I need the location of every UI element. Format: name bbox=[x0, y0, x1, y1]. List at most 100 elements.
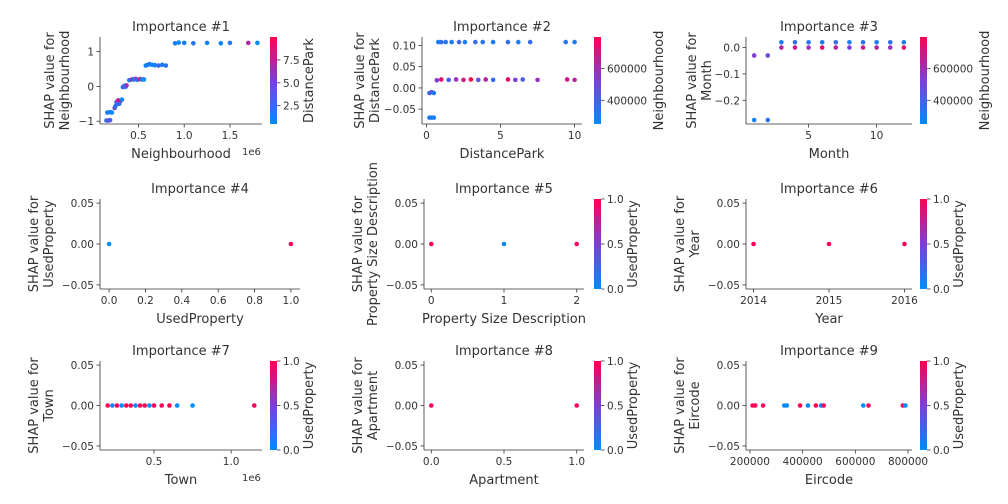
data-point bbox=[564, 77, 570, 82]
data-point bbox=[181, 40, 187, 46]
data-point bbox=[438, 39, 444, 45]
colorbar-tick-label: 2.5 bbox=[283, 101, 300, 113]
data-point bbox=[779, 39, 784, 45]
data-point bbox=[191, 40, 196, 46]
data-point bbox=[887, 45, 893, 50]
colorbar-tick-label: 0.0 bbox=[607, 445, 624, 457]
colorbar-tick-label: 1.0 bbox=[933, 194, 950, 206]
x-tick-label: 5 bbox=[497, 130, 504, 142]
colorbar bbox=[920, 37, 927, 124]
data-point bbox=[833, 39, 839, 45]
data-point bbox=[443, 39, 449, 45]
x-axis-label: Town bbox=[164, 473, 198, 488]
x-tick-label: 0.0 bbox=[423, 456, 440, 468]
data-point bbox=[288, 241, 294, 247]
colorbar-tick-label: 1.0 bbox=[283, 356, 300, 368]
y-tick-label: 0.00 bbox=[71, 401, 94, 413]
colorbar-label: UsedProperty bbox=[626, 361, 641, 449]
data-point bbox=[461, 77, 466, 83]
x-tick-label: 1.0 bbox=[568, 456, 585, 468]
data-point bbox=[163, 63, 169, 68]
y-tick-label: 0.05 bbox=[71, 198, 94, 210]
colorbar-tick-label: 600000 bbox=[607, 64, 647, 76]
x-tick-label: 2 bbox=[573, 295, 580, 307]
data-point bbox=[190, 403, 195, 408]
y-tick-label: 0.05 bbox=[395, 360, 418, 372]
y-tick-label: −0.05 bbox=[708, 441, 740, 453]
data-point bbox=[462, 39, 468, 45]
data-point bbox=[174, 403, 180, 408]
colorbar bbox=[270, 37, 277, 124]
data-point bbox=[473, 39, 478, 45]
data-point bbox=[449, 39, 454, 45]
x-tick-label: 1 bbox=[501, 295, 508, 307]
x-tick-label: 600000 bbox=[835, 456, 875, 468]
data-point bbox=[490, 77, 496, 83]
colorbar-tick-label: 0.0 bbox=[933, 445, 950, 457]
panel-title: Importance #6 bbox=[780, 182, 878, 197]
panel-8: Importance #8 0.0 0.5 1.0 −0.05 0.00 0.05 Apart… bbox=[351, 344, 641, 488]
x-offset-text: 1e6 bbox=[242, 147, 261, 158]
x-tick-label: 0.5 bbox=[130, 130, 147, 142]
data-point bbox=[167, 403, 172, 408]
panel-7: Importance #70.5 1.01e6−0.050.000.05TownS… bbox=[27, 344, 317, 488]
data-point bbox=[141, 77, 147, 82]
data-point bbox=[159, 62, 165, 68]
colorbar-tick-label: 0.5 bbox=[283, 401, 300, 413]
data-point bbox=[453, 77, 459, 82]
y-axis-label-line: SHAP value for bbox=[351, 357, 366, 454]
colorbar-tick-label: 1.0 bbox=[933, 356, 950, 368]
data-point bbox=[468, 77, 474, 82]
colorbar-label: UsedProperty bbox=[952, 200, 967, 288]
y-tick-label: 0.00 bbox=[71, 239, 94, 251]
y-axis-label-line: UsedProperty bbox=[42, 200, 57, 288]
data-point bbox=[106, 241, 112, 247]
y-tick-label: 0.0 bbox=[723, 43, 740, 55]
colorbar-tick-label: 0.5 bbox=[607, 239, 624, 251]
y-axis-label-line: Town bbox=[42, 389, 57, 423]
x-tick-label: 400000 bbox=[783, 456, 823, 468]
y-tick-label: −0.05 bbox=[386, 280, 418, 292]
colorbar-label: Neighbourhood bbox=[652, 31, 667, 131]
x-tick-label: 1.0 bbox=[283, 295, 300, 307]
data-point bbox=[428, 403, 434, 408]
colorbar bbox=[920, 199, 927, 289]
data-point bbox=[133, 403, 138, 408]
x-tick-label: 0.5 bbox=[146, 456, 163, 468]
data-point bbox=[251, 403, 257, 408]
data-point bbox=[113, 103, 118, 109]
data-point bbox=[142, 403, 148, 408]
data-point bbox=[123, 403, 129, 408]
data-point bbox=[784, 403, 790, 408]
panel-4: Importance #4 0.0 0.2 0.4 0.6 0.8 1.0 −0.05 0.00… bbox=[27, 182, 300, 327]
x-tick-label: 0.0 bbox=[101, 295, 118, 307]
panel-title: Importance #4 bbox=[151, 182, 249, 197]
data-point bbox=[752, 403, 758, 408]
data-point bbox=[751, 241, 756, 247]
y-tick-label: −0.05 bbox=[62, 280, 94, 292]
colorbar-label: UsedProperty bbox=[302, 361, 317, 449]
y-axis-label-line: Neighbourhood bbox=[58, 31, 73, 131]
colorbar-label: DistancePark bbox=[302, 38, 317, 123]
colorbar bbox=[594, 361, 601, 450]
x-tick-label: 1.0 bbox=[176, 130, 193, 142]
y-axis-label-line: SHAP value for bbox=[27, 195, 42, 292]
data-point bbox=[847, 39, 852, 45]
x-tick-label: 0.6 bbox=[210, 295, 227, 307]
x-tick-label: 800000 bbox=[888, 456, 928, 468]
y-tick-label: 0 bbox=[87, 81, 94, 93]
data-point bbox=[107, 117, 113, 123]
data-point bbox=[152, 62, 158, 68]
data-point bbox=[147, 403, 152, 408]
colorbar-tick-label: 600000 bbox=[933, 64, 973, 76]
data-point bbox=[806, 39, 811, 45]
panel-title: Importance #3 bbox=[780, 20, 878, 35]
data-point bbox=[501, 241, 507, 247]
data-point bbox=[792, 39, 798, 45]
x-offset-text: 1e6 bbox=[242, 473, 261, 484]
data-point bbox=[438, 77, 444, 82]
x-axis-label: Month bbox=[809, 147, 850, 162]
data-point bbox=[105, 403, 111, 408]
y-axis-label-line: SHAP value for bbox=[353, 32, 368, 129]
y-tick-label: −0.2 bbox=[715, 95, 741, 107]
